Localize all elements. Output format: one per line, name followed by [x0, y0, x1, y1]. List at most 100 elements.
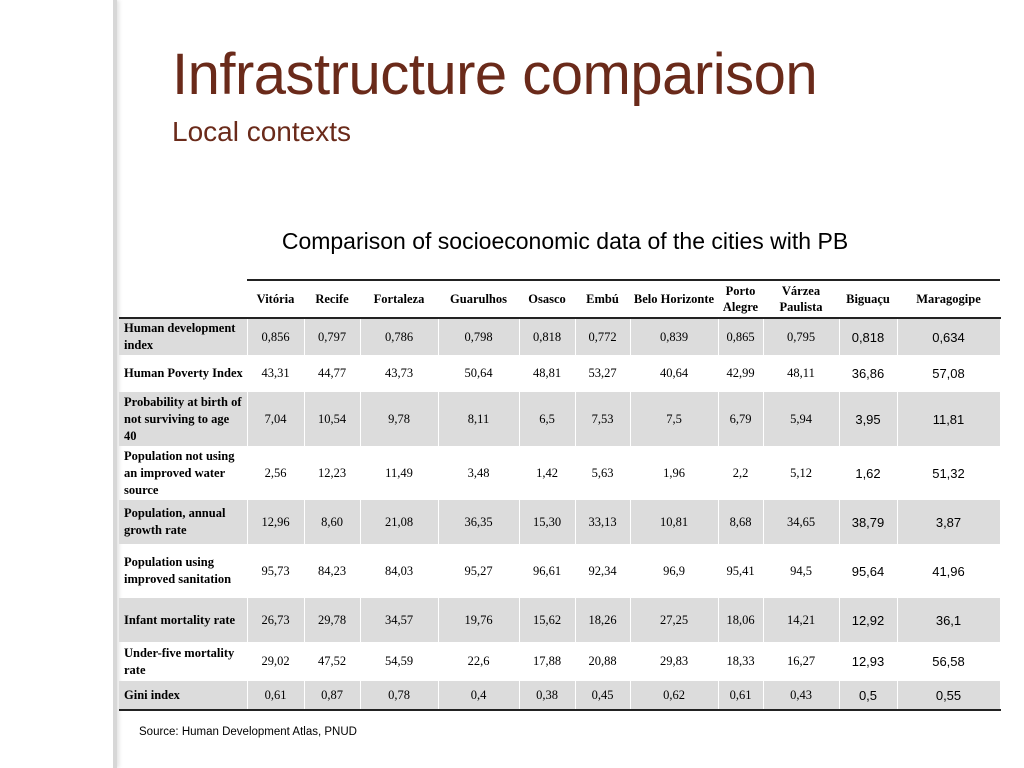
column-header: Guarulhos [438, 279, 519, 319]
table-cell: 15,62 [519, 598, 576, 642]
table-cell: 7,04 [247, 392, 305, 446]
table-cell: 84,23 [304, 544, 361, 598]
column-header: Embú [575, 279, 630, 319]
table-cell: 6,79 [718, 392, 764, 446]
table-cell: 33,13 [575, 500, 631, 544]
table-cell: 5,94 [763, 392, 840, 446]
column-header: Biguaçu [839, 279, 897, 319]
table-cell: 10,81 [630, 500, 719, 544]
table-cell: 11,81 [897, 392, 1001, 446]
table-cell: 50,64 [438, 355, 520, 392]
table-cell: 5,12 [763, 446, 840, 500]
table-cell: 18,33 [718, 642, 764, 681]
slide-title: Infrastructure comparison [172, 42, 818, 107]
table-row: Infant mortality rate 26,73 29,78 34,57 19,7… [119, 598, 1001, 642]
table-cell: 48,11 [763, 355, 840, 392]
row-label: Population using improved sanitation [119, 544, 248, 598]
table-cell: 1,42 [519, 446, 576, 500]
table-cell: 40,64 [630, 355, 719, 392]
row-label: Under-five mortality rate [119, 642, 248, 681]
table-row: Under-five mortality rate 29,02 47,52 54,59… [119, 642, 1001, 681]
table-cell: 12,93 [839, 642, 898, 681]
table-cell: 20,88 [575, 642, 631, 681]
table-cell: 0,865 [718, 318, 764, 355]
comparison-table: Vitória Recife Fortaleza Guarulhos Osasc… [119, 279, 1001, 711]
table-cell: 29,83 [630, 642, 719, 681]
table-cell: 54,59 [360, 642, 439, 681]
table-cell: 27,25 [630, 598, 719, 642]
table-cell: 36,1 [897, 598, 1001, 642]
table-cell: 94,5 [763, 544, 840, 598]
slide-left-bar [0, 0, 117, 768]
table-cell: 95,41 [718, 544, 764, 598]
table-cell: 0,856 [247, 318, 305, 355]
table-cell: 7,5 [630, 392, 719, 446]
row-label: Probability at birth of not surviving to… [119, 392, 248, 446]
table-cell: 84,03 [360, 544, 439, 598]
row-label: Human development index [119, 318, 248, 355]
header-corner [119, 280, 247, 319]
table-cell: 92,34 [575, 544, 631, 598]
table-cell: 47,52 [304, 642, 361, 681]
table-cell: 8,68 [718, 500, 764, 544]
row-label: Population not using an improved water s… [119, 446, 248, 500]
table-cell: 12,92 [839, 598, 898, 642]
table-cell: 21,08 [360, 500, 439, 544]
table-cell: 0,5 [839, 681, 898, 711]
column-header: Recife [304, 279, 360, 319]
table-cell: 9,78 [360, 392, 439, 446]
table-row: Human development index 0,856 0,797 0,786 0,… [119, 318, 1001, 355]
table-row: Population not using an improved water s… [119, 446, 1001, 500]
table-cell: 3,48 [438, 446, 520, 500]
table-cell: 12,23 [304, 446, 361, 500]
table-cell: 0,4 [438, 681, 520, 711]
table-cell: 17,88 [519, 642, 576, 681]
table-cell: 0,45 [575, 681, 631, 711]
table-cell: 5,63 [575, 446, 631, 500]
table-cell: 0,797 [304, 318, 361, 355]
column-header: Várzea Paulista [763, 279, 839, 319]
row-label: Infant mortality rate [119, 598, 248, 642]
table-cell: 2,2 [718, 446, 764, 500]
table-cell: 7,53 [575, 392, 631, 446]
table-cell: 0,634 [897, 318, 1001, 355]
row-label: Human Poverty Index [119, 355, 248, 392]
table-row: Human Poverty Index 43,31 44,77 43,73 50,64 4… [119, 355, 1001, 392]
table-cell: 0,786 [360, 318, 439, 355]
table-cell: 0,818 [519, 318, 576, 355]
table-cell: 96,9 [630, 544, 719, 598]
table-cell: 56,58 [897, 642, 1001, 681]
table-cell: 29,78 [304, 598, 361, 642]
table-cell: 15,30 [519, 500, 576, 544]
table-cell: 16,27 [763, 642, 840, 681]
column-header: Osasco [519, 279, 575, 319]
table-cell: 51,32 [897, 446, 1001, 500]
table-cell: 18,06 [718, 598, 764, 642]
table-cell: 96,61 [519, 544, 576, 598]
table-cell: 0,818 [839, 318, 898, 355]
table-row: Population using improved sanitation 95,7… [119, 544, 1001, 598]
table-body: Human development index 0,856 0,797 0,786 0,… [119, 318, 1001, 711]
column-header: Fortaleza [360, 279, 438, 319]
table-cell: 11,49 [360, 446, 439, 500]
table-cell: 0,78 [360, 681, 439, 711]
table-cell: 41,96 [897, 544, 1001, 598]
table-cell: 19,76 [438, 598, 520, 642]
table-cell: 8,11 [438, 392, 520, 446]
table-cell: 1,96 [630, 446, 719, 500]
table-cell: 1,62 [839, 446, 898, 500]
table-cell: 57,08 [897, 355, 1001, 392]
column-header: Belo Horizonte [630, 279, 718, 319]
table-row: Probability at birth of not surviving to… [119, 392, 1001, 446]
table-cell: 10,54 [304, 392, 361, 446]
table-cell: 26,73 [247, 598, 305, 642]
source-note: Source: Human Development Atlas, PNUD [139, 726, 357, 738]
table-cell: 0,38 [519, 681, 576, 711]
row-label: Population, annual growth rate [119, 500, 248, 544]
table-title: Comparison of socioeconomic data of the … [281, 228, 849, 254]
table-cell: 38,79 [839, 500, 898, 544]
table-cell: 29,02 [247, 642, 305, 681]
table-cell: 0,61 [247, 681, 305, 711]
table-cell: 0,795 [763, 318, 840, 355]
table-cell: 14,21 [763, 598, 840, 642]
